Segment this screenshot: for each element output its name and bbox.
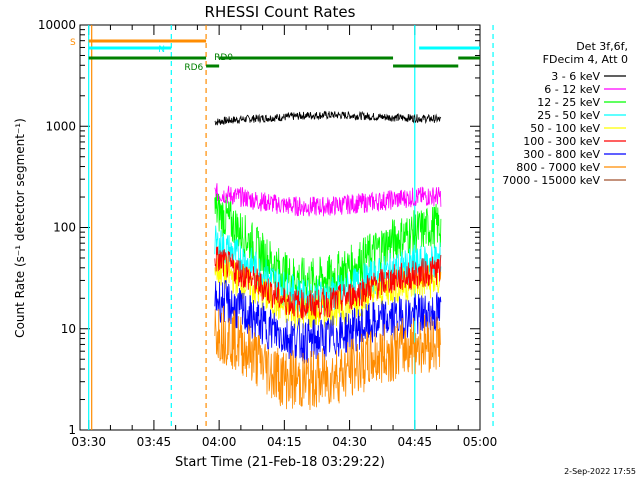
y-tick-label: 1000: [45, 119, 76, 133]
reference-lines: [88, 25, 494, 430]
series-line: [214, 110, 442, 126]
x-tick-label: 04:30: [332, 435, 367, 449]
legend-label: 100 - 300 keV: [523, 135, 600, 148]
flag-label: N: [158, 45, 165, 55]
legend-label: 300 - 800 keV: [523, 148, 600, 161]
y-tick-label: 10000: [38, 18, 76, 32]
x-tick-label: 04:45: [397, 435, 432, 449]
legend-label: 50 - 100 keV: [530, 122, 600, 135]
chart-title: RHESSI Count Rates: [205, 3, 356, 21]
x-tick-label: 04:00: [202, 435, 237, 449]
legend-header: Det 3f,6f,: [576, 40, 628, 53]
legend-label: 7000 - 15000 keV: [502, 174, 600, 187]
x-tick-label: 04:15: [267, 435, 302, 449]
y-tick-label: 1: [68, 423, 76, 437]
footer-date: 2-Sep-2022 17:55: [564, 467, 636, 476]
series-line: [214, 280, 442, 365]
legend-label: 12 - 25 keV: [537, 96, 600, 109]
flag-label: RD6: [184, 63, 203, 73]
y-axis: 1 10 100 1000 10000: [38, 18, 480, 437]
y-tick-label: 10: [61, 322, 76, 336]
flag-label: RD0: [214, 53, 233, 63]
x-tick-label: 03:45: [137, 435, 172, 449]
x-tick-label: 05:00: [463, 435, 498, 449]
y-tick-label: 100: [53, 221, 76, 235]
x-tick-label: 03:30: [71, 435, 106, 449]
x-axis: 03:30 03:45 04:00 04:15 04:30 04:45 05:00: [71, 25, 497, 449]
x-axis-label: Start Time (21-Feb-18 03:29:22): [175, 455, 385, 470]
series-line: [214, 183, 442, 217]
legend-label: 3 - 6 keV: [551, 70, 600, 83]
legend-label: 800 - 7000 keV: [516, 161, 600, 174]
legend-label: 25 - 50 keV: [537, 109, 600, 122]
series-line: [214, 305, 441, 411]
legend-header: FDecim 4, Att 0: [543, 53, 628, 66]
series-line: [214, 246, 442, 320]
y-axis-label: Count Rate (s⁻¹ detector segment⁻¹): [13, 118, 27, 338]
series-group: [214, 110, 442, 411]
flag-label: S: [70, 38, 76, 48]
legend-label: 6 - 12 keV: [544, 83, 600, 96]
flag-bars: S N RD0 RD6: [70, 38, 480, 73]
